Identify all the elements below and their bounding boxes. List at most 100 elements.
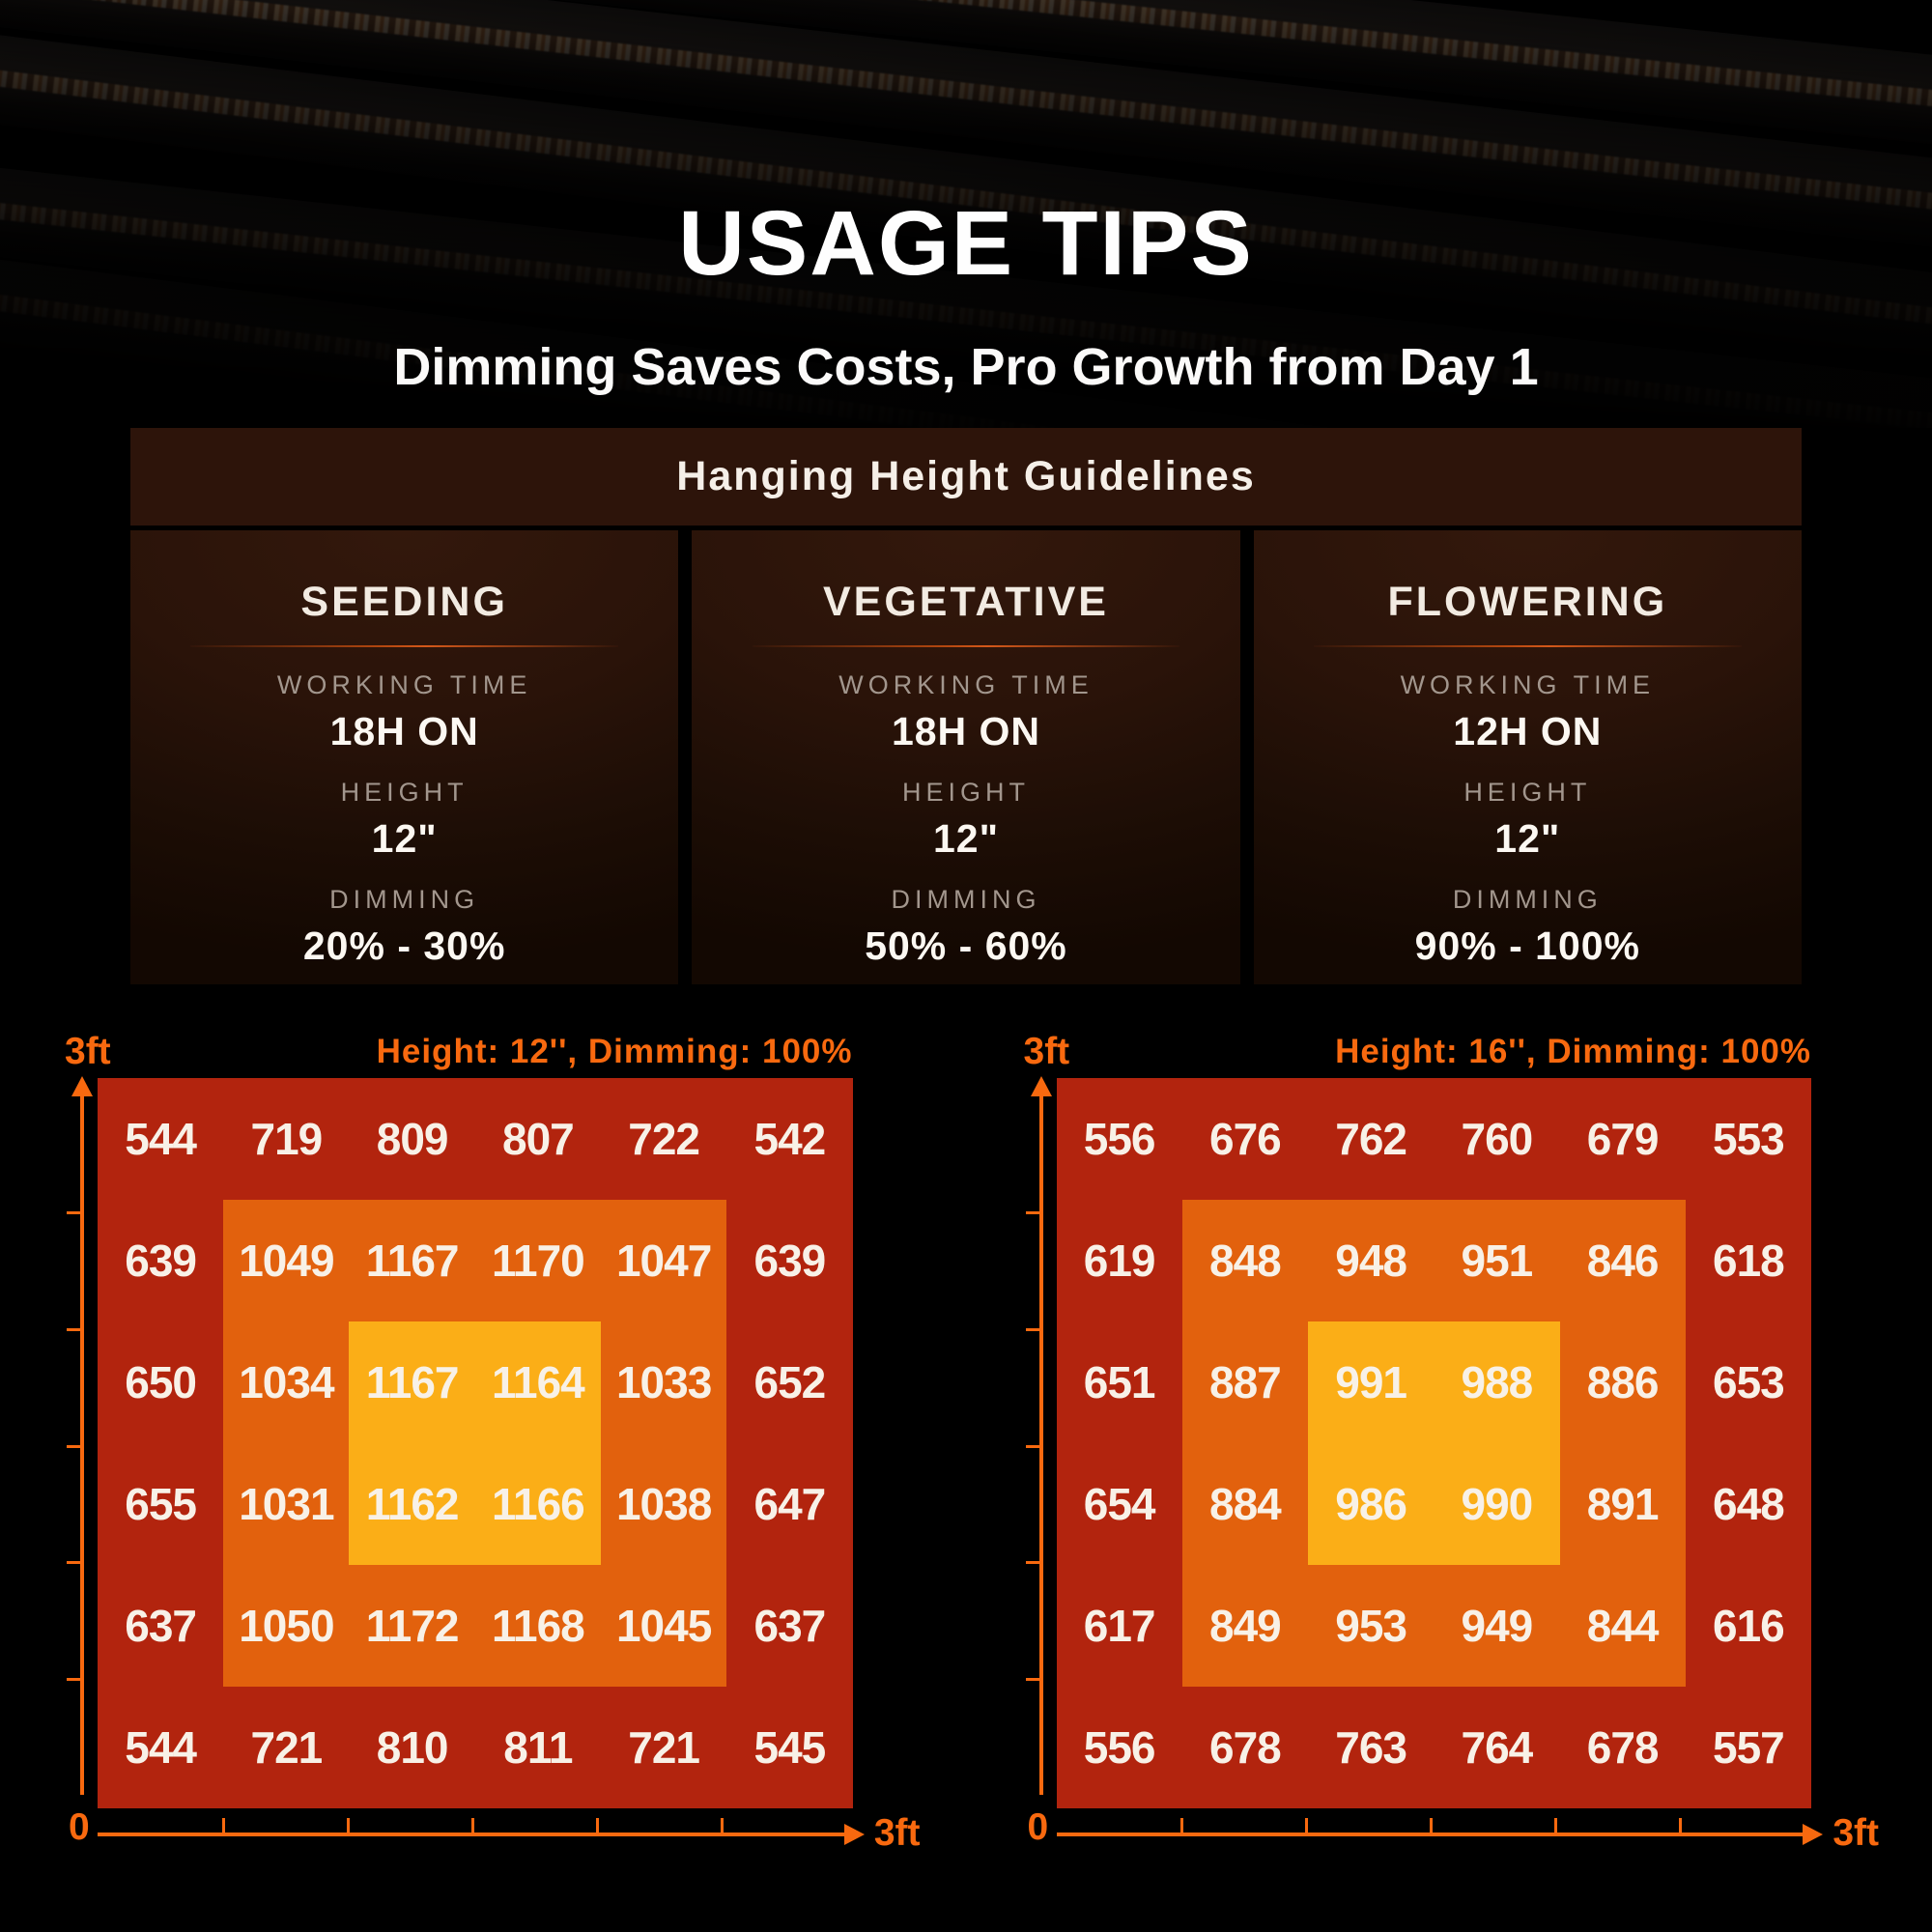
ppfd-value: 651 (1083, 1357, 1156, 1407)
dimming-label: DIMMING (1452, 885, 1603, 914)
ppfd-grid: 556 676 762 760 679 553 619 848 948 951 846 618 651 8… (1057, 1078, 1812, 1808)
ppfd-value: 884 (1209, 1479, 1282, 1529)
x-axis-tick (1554, 1818, 1558, 1835)
y-axis (53, 1076, 98, 1808)
ppfd-value: 810 (376, 1722, 449, 1773)
x-axis-tick (1430, 1818, 1434, 1835)
ppfd-value: 722 (628, 1114, 700, 1164)
ppfd-zone-center (1307, 1321, 1560, 1566)
ppfd-value: 676 (1209, 1114, 1282, 1164)
x-axis-tick (595, 1818, 599, 1835)
ppfd-value: 1047 (615, 1236, 712, 1286)
dimming-label: DIMMING (329, 885, 480, 914)
ppfd-value: 807 (502, 1114, 575, 1164)
ppfd-value: 991 (1335, 1357, 1407, 1407)
y-axis-tick (1025, 1561, 1040, 1565)
ppfd-value: 1170 (491, 1236, 585, 1286)
working-time-value: 18H ON (329, 709, 479, 753)
dimming-value: 90% - 100% (1414, 923, 1640, 968)
y-axis-tick (67, 1210, 81, 1214)
ppfd-value: 647 (753, 1479, 827, 1529)
y-axis-tick (67, 1678, 81, 1682)
ppfd-value: 556 (1083, 1114, 1156, 1164)
ppfd-value: 542 (753, 1114, 827, 1164)
ppfd-value: 678 (1586, 1722, 1660, 1773)
page-title: USAGE TIPS (678, 192, 1254, 295)
ppfd-value: 764 (1461, 1722, 1534, 1773)
y-axis-tick (1025, 1678, 1040, 1682)
ppfd-value: 1168 (491, 1601, 585, 1651)
chart-title: Height: 16'', Dimming: 100% (1335, 1033, 1811, 1070)
ppfd-value: 557 (1713, 1722, 1785, 1773)
x-axis-tick (346, 1818, 350, 1835)
y-axis-tick (1025, 1444, 1040, 1448)
ppfd-value: 1045 (615, 1601, 712, 1651)
chart-head: 3ft Height: 12'', Dimming: 100% (53, 1028, 921, 1076)
ppfd-value: 949 (1461, 1601, 1534, 1651)
ppfd-value: 887 (1209, 1357, 1282, 1407)
ppfd-value: 1033 (615, 1357, 712, 1407)
ppfd-value: 652 (753, 1357, 827, 1407)
ppfd-value: 650 (125, 1357, 197, 1407)
ppfd-value: 849 (1209, 1601, 1282, 1651)
ppfd-value: 762 (1335, 1114, 1407, 1164)
y-axis-max-label: 3ft (65, 1031, 111, 1072)
origin-label: 0 (69, 1806, 90, 1848)
y-axis-line (80, 1094, 84, 1795)
ppfd-value: 545 (753, 1722, 827, 1773)
ppfd-value: 639 (125, 1236, 197, 1286)
ppfd-value: 760 (1461, 1114, 1534, 1164)
hero-shade-overlay (0, 0, 1932, 428)
y-axis-tick (1025, 1210, 1040, 1214)
height-value: 12" (1494, 816, 1561, 861)
y-axis-tick (67, 1561, 81, 1565)
working-time-label: WORKING TIME (838, 670, 1094, 699)
ppfd-value: 544 (125, 1114, 197, 1164)
ppfd-value: 654 (1083, 1479, 1156, 1529)
origin-label: 0 (1027, 1806, 1049, 1848)
ppfd-value: 848 (1209, 1236, 1282, 1286)
ppfd-value: 616 (1713, 1601, 1785, 1651)
ppfd-value: 953 (1335, 1601, 1407, 1651)
ppfd-value: 809 (376, 1114, 449, 1164)
y-axis (1012, 1076, 1057, 1808)
x-axis-tick (221, 1818, 225, 1835)
y-axis-tick (1025, 1327, 1040, 1331)
ppfd-value: 1164 (491, 1357, 585, 1407)
height-label: HEIGHT (340, 778, 469, 807)
chart-title: Height: 12'', Dimming: 100% (376, 1033, 853, 1070)
ppfd-charts: 3ft Height: 12'', Dimming: 100% 544 719 80… (0, 1028, 1932, 1866)
stage-name: FLOWERING (1387, 579, 1668, 625)
ppfd-value: 1031 (239, 1479, 334, 1529)
ppfd-value: 951 (1461, 1236, 1534, 1286)
ppfd-value: 639 (753, 1236, 827, 1286)
stage-name: SEEDING (300, 579, 508, 625)
height-label: HEIGHT (1463, 778, 1592, 807)
x-axis-arrow-icon (843, 1824, 865, 1845)
y-axis-arrow-icon (71, 1076, 93, 1096)
plot-gutter (1811, 1078, 1879, 1808)
ppfd-value: 679 (1586, 1114, 1660, 1164)
grow-lights-photo (0, 0, 1932, 428)
ppfd-value: 990 (1461, 1479, 1534, 1529)
ppfd-value: 653 (1713, 1357, 1785, 1407)
x-axis-arrow-icon (1803, 1824, 1823, 1845)
ppfd-value: 678 (1209, 1722, 1282, 1773)
working-time-label: WORKING TIME (1400, 670, 1656, 699)
ppfd-value: 1167 (365, 1357, 460, 1407)
hero-section: USAGE TIPS Dimming Saves Costs, Pro Grow… (0, 0, 1932, 428)
ppfd-value: 948 (1335, 1236, 1407, 1286)
height-label: HEIGHT (901, 778, 1030, 807)
stage-divider (190, 645, 618, 647)
ppfd-value: 556 (1083, 1722, 1156, 1773)
ppfd-value: 553 (1713, 1114, 1785, 1164)
ppfd-value: 988 (1461, 1357, 1534, 1407)
x-axis-max-label: 3ft (1833, 1812, 1879, 1854)
x-axis-tick (1679, 1818, 1683, 1835)
stage-row: SEEDING WORKING TIME 18H ON HEIGHT 12" D… (130, 530, 1802, 984)
ppfd-grid: 544 719 809 807 722 542 639 1049 1167 1170 1047 639… (98, 1078, 853, 1808)
ppfd-value: 846 (1586, 1236, 1660, 1286)
stage-panel-vegetative: VEGETATIVE WORKING TIME 18H ON HEIGHT 12… (692, 530, 1240, 984)
ppfd-value: 986 (1335, 1479, 1407, 1529)
x-axis: 0 3ft (53, 1806, 921, 1866)
